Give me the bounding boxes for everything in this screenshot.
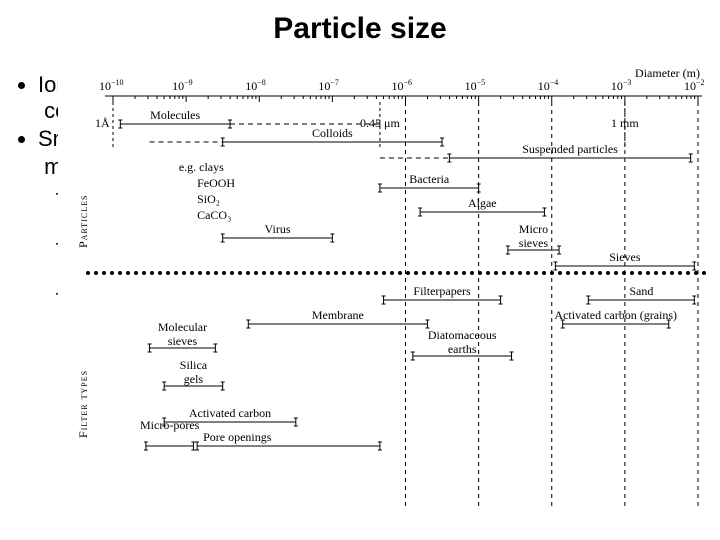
chart-label: Pore openings: [203, 430, 271, 445]
chart-label: 0.45 μm: [360, 116, 400, 131]
chart-label: Activated carbon: [189, 406, 271, 421]
axis-tick: 10−5: [465, 78, 486, 94]
axis-tick: 10−10: [99, 78, 124, 94]
axis-tick: 10−3: [611, 78, 632, 94]
chart-label: Filterpapers: [413, 284, 470, 299]
chart-canvas: [58, 68, 708, 528]
axis-tick: 10−8: [245, 78, 266, 94]
chart-label: gels: [184, 372, 203, 387]
chart-label: Virus: [265, 222, 291, 237]
chart-label: Micro-pores: [140, 418, 199, 433]
chart-label: sieves: [168, 334, 197, 349]
chart-label: e.g. clays: [179, 160, 224, 175]
chart-label: FeOOH: [197, 176, 235, 191]
chart-label: sieves: [519, 236, 548, 251]
chart-label: Colloids: [312, 126, 353, 141]
chart-label: Molecular: [158, 320, 207, 335]
chart-label: Bacteria: [409, 172, 449, 187]
page-title: Particle size: [0, 0, 720, 54]
axis-tick: 10−6: [392, 78, 413, 94]
particle-size-diagram: Diameter (m) 10−1010−910−810−710−610−510…: [58, 68, 708, 528]
section-label: Particles: [76, 195, 91, 248]
chart-label: Sieves: [609, 250, 640, 265]
chart-label: CaCO₃: [197, 208, 231, 223]
axis-tick: 10−9: [172, 78, 193, 94]
chart-label: earths: [448, 342, 477, 357]
chart-label: Activated carbon (grains): [554, 308, 677, 323]
chart-label: Micro: [519, 222, 548, 237]
axis-tick: 10−7: [318, 78, 339, 94]
chart-label: Algae: [468, 196, 497, 211]
section-label: Filter types: [76, 370, 91, 438]
chart-label: Diatomaceous: [428, 328, 497, 343]
axis-tick: 10−2: [684, 78, 705, 94]
chart-label: Suspended particles: [522, 142, 618, 157]
chart-label: Silica: [180, 358, 207, 373]
chart-label: 1 mm: [611, 116, 639, 131]
chart-label: 1Å: [95, 116, 110, 131]
chart-label: Sand: [629, 284, 653, 299]
chart-label: Molecules: [150, 108, 200, 123]
chart-label: SiO₂: [197, 192, 220, 207]
chart-label: Membrane: [312, 308, 364, 323]
axis-tick: 10−4: [538, 78, 559, 94]
